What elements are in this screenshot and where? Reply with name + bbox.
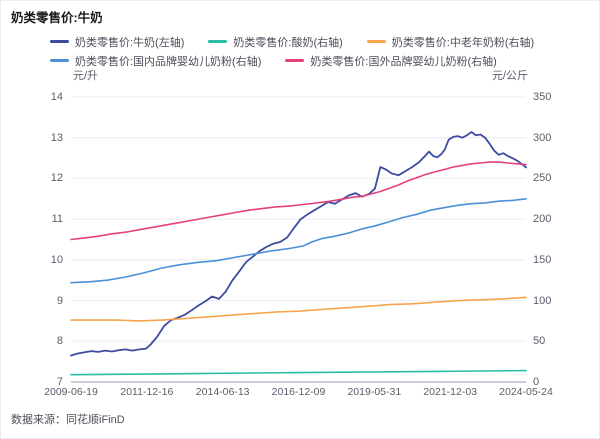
legend-row-2: 奶类零售价:国内品牌婴幼儿奶粉(右轴) 奶类零售价:国外品牌婴幼儿奶粉(右轴) <box>50 51 589 70</box>
x-axis-label: 2016-12-09 <box>271 386 326 398</box>
y-axis-label-right: 300 <box>533 131 552 144</box>
legend-item-milk[interactable]: 奶类零售价:牛奶(左轴) <box>50 34 184 50</box>
y-axis-label-right: 150 <box>533 253 552 266</box>
x-axis-label: 2011-12-16 <box>120 386 174 398</box>
legend-label: 奶类零售价:国内品牌婴幼儿奶粉(右轴) <box>75 55 262 68</box>
legend-item-foreign-infant-formula[interactable]: 奶类零售价:国外品牌婴幼儿奶粉(右轴) <box>285 53 497 69</box>
legend: 奶类零售价:牛奶(左轴) 奶类零售价:酸奶(右轴) 奶类零售价:中老年奶粉(右轴) … <box>50 32 589 70</box>
legend-item-domestic-infant-formula[interactable]: 奶类零售价:国内品牌婴幼儿奶粉(右轴) <box>50 53 261 69</box>
line-middle-aged-milk-powder <box>70 296 527 322</box>
line-yogurt <box>70 369 527 376</box>
y-axis-label-right: 50 <box>533 335 546 348</box>
y-axis-label-right: 250 <box>533 172 552 185</box>
y-axis-label-left: 11 <box>51 213 63 226</box>
data-source: 数据来源：同花顺iFinD <box>11 414 125 426</box>
legend-item-yogurt[interactable]: 奶类零售价:酸奶(右轴) <box>208 34 343 50</box>
legend-item-middle-aged-milk-powder[interactable]: 奶类零售价:中老年奶粉(右轴) <box>366 34 535 50</box>
left-axis-unit: 元/升 <box>73 70 99 82</box>
y-axis-label-right: 350 <box>533 91 552 103</box>
right-axis-unit: 元/公斤 <box>491 70 528 82</box>
y-axis-label-right: 200 <box>533 213 552 226</box>
y-axis-label-left: 8 <box>56 335 63 348</box>
y-axis-label-left: 10 <box>50 253 63 266</box>
line-domestic-infant-formula <box>70 198 527 284</box>
legend-label: 奶类零售价:国外品牌婴幼儿奶粉(右轴) <box>310 55 497 68</box>
y-axis-label-left: 13 <box>50 131 63 144</box>
x-axis-label: 2021-12-03 <box>423 386 478 398</box>
chart-title: 奶类零售价:牛奶 <box>11 11 103 25</box>
line-foreign-infant-formula <box>70 161 527 241</box>
legend-dash-foreign-infant-formula <box>285 59 305 62</box>
legend-dash-middle-aged-milk-powder <box>366 40 386 43</box>
legend-label: 奶类零售价:酸奶(右轴) <box>233 36 343 49</box>
y-axis-label-left: 14 <box>50 91 63 103</box>
x-axis-label: 2024-05-24 <box>499 386 553 398</box>
y-axis-label-left: 12 <box>50 172 63 185</box>
legend-label: 奶类零售价:中老年奶粉(右轴) <box>391 36 535 49</box>
y-axis-label-right: 100 <box>533 294 552 307</box>
legend-dash-milk <box>50 40 69 43</box>
legend-dash-domestic-infant-formula <box>50 59 69 62</box>
x-axis-label: 2014-06-13 <box>195 386 250 398</box>
x-axis-label: 2019-05-31 <box>347 386 402 398</box>
legend-row-1: 奶类零售价:牛奶(左轴) 奶类零售价:酸奶(右轴) 奶类零售价:中老年奶粉(右轴) <box>50 32 589 51</box>
legend-dash-yogurt <box>208 40 228 43</box>
legend-label: 奶类零售价:牛奶(左轴) <box>75 36 185 49</box>
y-axis-label-left: 7 <box>56 376 63 388</box>
y-axis-label-right: 0 <box>533 376 540 388</box>
x-axis-label: 2009-06-19 <box>44 386 98 398</box>
y-axis-label-left: 9 <box>56 294 63 307</box>
